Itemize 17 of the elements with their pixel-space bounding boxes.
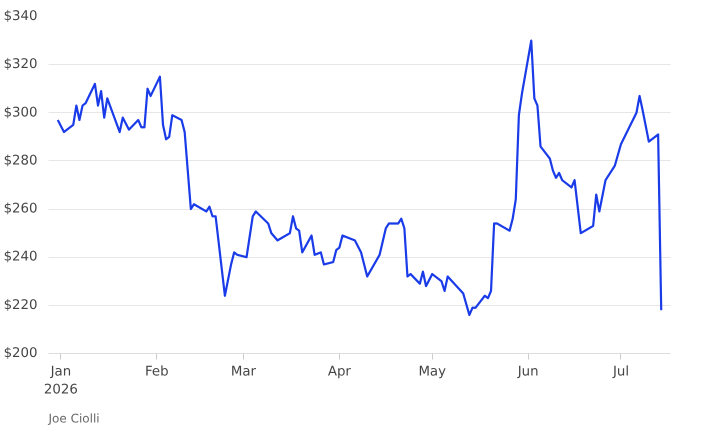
x-tick-label: Jun — [516, 364, 539, 380]
x-tick-label: Jul — [612, 364, 630, 380]
x-tick-label: Mar — [230, 364, 257, 380]
y-tick-label: $240 — [4, 250, 38, 265]
y-tick-label: $280 — [4, 153, 38, 168]
y-tick-label: $220 — [4, 298, 38, 313]
x-tick-label: May — [418, 364, 446, 380]
x-tick-label: Jan 2026 — [44, 364, 78, 398]
line-series — [56, 39, 662, 316]
y-tick-label: $340 — [4, 9, 38, 24]
x-tick-label: Feb — [145, 364, 169, 380]
y-tick-label: $320 — [4, 57, 38, 72]
y-tick-label: $200 — [4, 346, 38, 361]
y-tick-label: $260 — [4, 202, 38, 217]
y-tick-label: $300 — [4, 105, 38, 120]
x-tick-label: Apr — [328, 364, 352, 380]
text: Joe Ciolli — [48, 412, 100, 426]
